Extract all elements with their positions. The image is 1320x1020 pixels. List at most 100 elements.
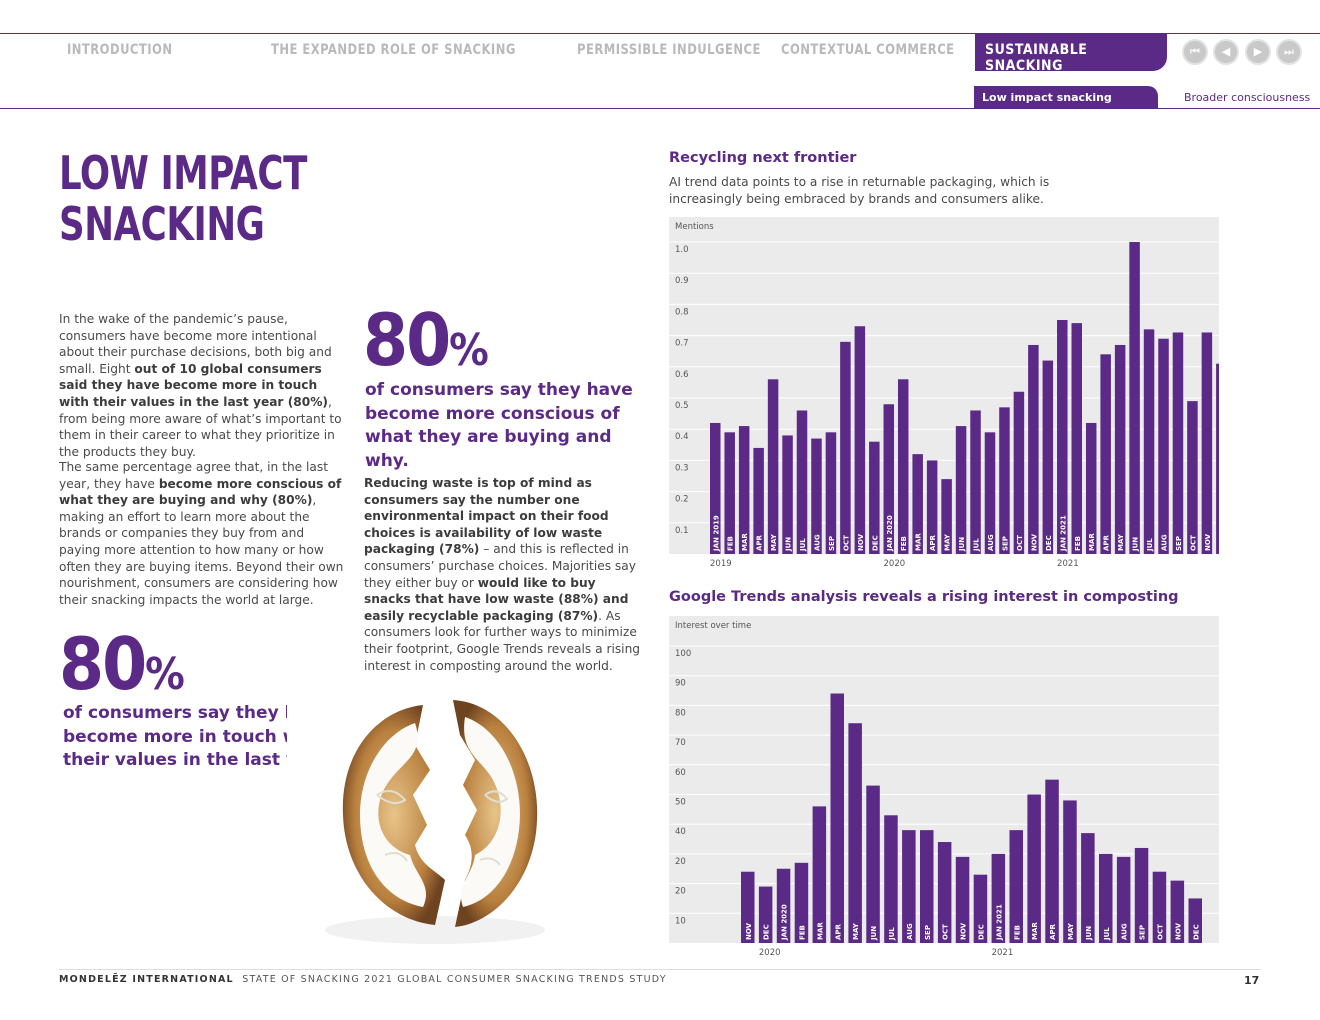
chart-xtick-label: JAN 2019: [712, 515, 720, 552]
chart-ytick-label: 0.7: [675, 339, 689, 349]
subnav-broader-consciousness[interactable]: Broader consciousness: [1184, 91, 1311, 104]
chart-xtick-label: MAY: [852, 922, 860, 940]
previous-icon[interactable]: ◀: [1213, 39, 1239, 65]
chart-bar: [1188, 898, 1202, 943]
chart-bar: [753, 447, 764, 554]
chart-xtick-label: NOV: [1204, 533, 1212, 551]
chart-xtick-label: JAN 2020: [886, 515, 894, 552]
chart-bar: [941, 479, 952, 554]
chart-ytick-label: 100: [675, 649, 691, 659]
nav-introduction[interactable]: INTRODUCTION: [67, 42, 173, 58]
chart-xtick-label: AUG: [1161, 534, 1169, 551]
chart-bar: [884, 815, 898, 943]
chart-xtick-label: NOV: [960, 922, 968, 940]
chart-bar: [869, 441, 880, 554]
chart-bar: [840, 341, 851, 554]
chart-xtick-label: JUN: [1085, 926, 1093, 941]
chart1-subtitle: AI trend data points to a rise in return…: [669, 175, 1050, 206]
chart-xtick-label: JUL: [799, 538, 807, 552]
chart-ytick-label: 60: [675, 768, 686, 778]
chart-ytick-label: 0.5: [675, 401, 689, 411]
chart-xtick-label: JUL: [888, 927, 896, 941]
nav-contextual-commerce[interactable]: CONTEXTUAL COMMERCE: [781, 42, 955, 58]
chart-ytick-label: 0.1: [675, 526, 689, 536]
chart-bar: [796, 410, 808, 554]
chart-xtick-label: DEC: [763, 924, 771, 940]
nav-permissible-indulgence[interactable]: PERMISSIBLE INDULGENCE: [577, 42, 761, 58]
chart-bar: [1057, 320, 1068, 554]
chart-year-label: 2021: [992, 948, 1014, 958]
stat-2-number: 80%: [59, 622, 185, 706]
chart-bar: [866, 785, 880, 943]
chart-xtick-label: FEB: [900, 536, 908, 551]
nav-sustainable-snacking[interactable]: SUSTAINABLE SNACKING: [975, 34, 1167, 74]
chart-ytick-label: 0.9: [675, 276, 689, 286]
chart-xtick-label: JAN 2021: [1059, 515, 1067, 552]
chart-ytick-label: 40: [675, 827, 686, 837]
chart-xtick-label: SEP: [1139, 925, 1147, 940]
chart-bar: [1172, 332, 1184, 554]
chart-ytick-label: 0.3: [675, 463, 689, 473]
chart2-title: Google Trends analysis reveals a rising …: [669, 589, 1179, 605]
chart-xtick-label: APR: [756, 534, 764, 551]
chart-xtick-label: SEP: [1175, 536, 1183, 551]
chart-xtick-label: FEB: [798, 925, 806, 940]
footer-text: STATE OF SNACKING 2021 GLOBAL CONSUMER S…: [242, 974, 667, 985]
chart2-composting-interest: Interest over time102020405060708090100N…: [669, 616, 1219, 958]
page-title-line1: LOW IMPACT: [59, 146, 307, 200]
chart-xtick-label: APR: [1103, 534, 1111, 551]
chart-xtick-label: JAN 2020: [781, 904, 789, 941]
chart-xtick-label: AUG: [1121, 923, 1129, 940]
chart-bar: [758, 886, 773, 943]
subnav-low-impact[interactable]: Low impact snacking: [974, 86, 1158, 109]
chart-ytick-label: 20: [675, 887, 686, 897]
chart-bar: [999, 407, 1010, 554]
chart-xtick-label: JUL: [1103, 927, 1111, 941]
chart-ylabel: Interest over time: [675, 621, 751, 631]
chart-xtick-label: SEP: [924, 925, 932, 940]
chart-xtick-label: SEP: [828, 536, 836, 551]
chart-xtick-label: JUN: [870, 926, 878, 941]
chart-xtick-label: OCT: [1189, 535, 1197, 551]
chart-xtick-label: OCT: [1016, 535, 1024, 551]
chart-bar: [1116, 856, 1131, 943]
chart-bar: [920, 830, 934, 943]
chart-ytick-label: 0.2: [675, 495, 689, 505]
chart1-recycling-mentions: Mentions 0.1 0.2 0.3 0.4 0.5 0.6 0.7 0.8 0.9 1.0 JA…: [669, 217, 1219, 569]
chart-bar: [825, 432, 837, 554]
chart-ytick-label: 0.4: [675, 432, 689, 442]
chart-ytick-label: 70: [675, 738, 686, 748]
chart-bar: [830, 693, 844, 943]
chart-bar: [1152, 871, 1167, 943]
chart-bar: [854, 326, 866, 554]
paragraph-3: Reducing waste is top of mind as consume…: [364, 476, 641, 673]
paragraph-1: In the wake of the pandemic’s pause, con…: [59, 312, 342, 459]
next-icon[interactable]: ▶: [1245, 39, 1271, 65]
nav-expanded-role[interactable]: THE EXPANDED ROLE OF SNACKING: [271, 42, 516, 58]
chart-year-label: 2021: [1057, 559, 1079, 569]
chart-bar: [724, 432, 735, 554]
chart-bar: [811, 438, 822, 554]
chart-xtick-label: DEC: [1218, 535, 1219, 551]
chart-bar: [1216, 363, 1219, 554]
chart-xtick-label: MAR: [1088, 533, 1096, 551]
chart-ytick-label: 10: [675, 916, 686, 926]
chart-xtick-label: NOV: [1174, 922, 1182, 940]
chart-bar: [767, 379, 779, 554]
chart-bar: [912, 454, 923, 554]
chart-bar: [1134, 847, 1149, 943]
nav-bottom-rule: [0, 108, 1320, 109]
chart-xtick-label: SEP: [1001, 536, 1009, 551]
chart-bar: [955, 856, 970, 943]
footer-rule: [59, 969, 1261, 970]
last-icon[interactable]: ⏭: [1276, 39, 1302, 65]
chart-bar: [710, 422, 721, 554]
chart-year-label: 2019: [710, 559, 732, 569]
stat-1-text: of consumers say they have become more co…: [365, 380, 633, 471]
chart-bar: [848, 723, 862, 943]
chart-xtick-label: FEB: [1074, 536, 1082, 551]
page-title-line2: SNACKING: [59, 197, 265, 251]
chart-xtick-label: MAR: [741, 533, 749, 551]
first-icon[interactable]: ⏮: [1182, 39, 1208, 65]
chart-bar: [1027, 794, 1041, 943]
